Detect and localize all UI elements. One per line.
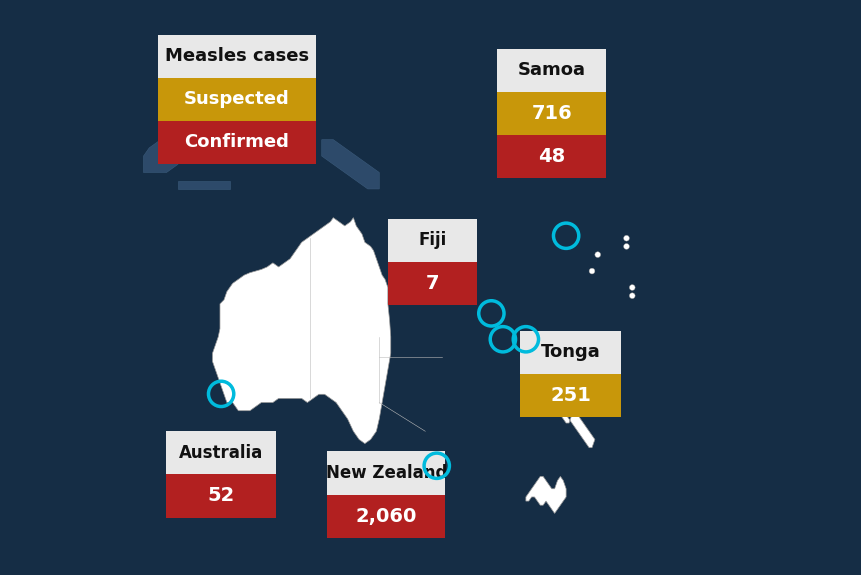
Circle shape: [588, 268, 594, 274]
Text: 7: 7: [425, 274, 438, 293]
FancyBboxPatch shape: [327, 451, 445, 494]
Polygon shape: [525, 477, 566, 513]
Text: 48: 48: [537, 147, 565, 166]
Text: Suspected: Suspected: [184, 90, 289, 108]
FancyBboxPatch shape: [166, 431, 276, 474]
Polygon shape: [143, 140, 177, 172]
FancyBboxPatch shape: [519, 374, 620, 417]
Text: Tonga: Tonga: [540, 343, 599, 361]
Text: 2,060: 2,060: [356, 507, 417, 526]
FancyBboxPatch shape: [158, 78, 316, 121]
FancyBboxPatch shape: [158, 34, 316, 78]
FancyBboxPatch shape: [327, 494, 445, 538]
Circle shape: [629, 285, 635, 290]
Circle shape: [594, 252, 600, 258]
FancyBboxPatch shape: [158, 121, 316, 164]
Text: 251: 251: [549, 386, 590, 405]
FancyBboxPatch shape: [387, 218, 476, 262]
Text: Fiji: Fiji: [418, 231, 446, 249]
Text: Australia: Australia: [179, 444, 263, 462]
FancyBboxPatch shape: [497, 49, 605, 92]
Circle shape: [623, 244, 629, 250]
Circle shape: [629, 293, 635, 298]
Polygon shape: [396, 452, 419, 481]
FancyBboxPatch shape: [497, 92, 605, 135]
Text: 716: 716: [530, 104, 572, 123]
FancyBboxPatch shape: [387, 262, 476, 305]
Text: Measles cases: Measles cases: [164, 47, 308, 65]
FancyBboxPatch shape: [497, 135, 605, 178]
Polygon shape: [321, 140, 379, 189]
Polygon shape: [557, 407, 594, 448]
Text: Samoa: Samoa: [517, 62, 585, 79]
Text: Confirmed: Confirmed: [184, 133, 289, 151]
Polygon shape: [189, 107, 247, 156]
Circle shape: [623, 235, 629, 241]
Text: 52: 52: [208, 486, 234, 505]
Text: New Zealand: New Zealand: [325, 464, 447, 482]
Polygon shape: [258, 123, 282, 156]
Polygon shape: [177, 181, 230, 189]
FancyBboxPatch shape: [519, 331, 620, 374]
Polygon shape: [213, 218, 390, 443]
FancyBboxPatch shape: [166, 474, 276, 518]
